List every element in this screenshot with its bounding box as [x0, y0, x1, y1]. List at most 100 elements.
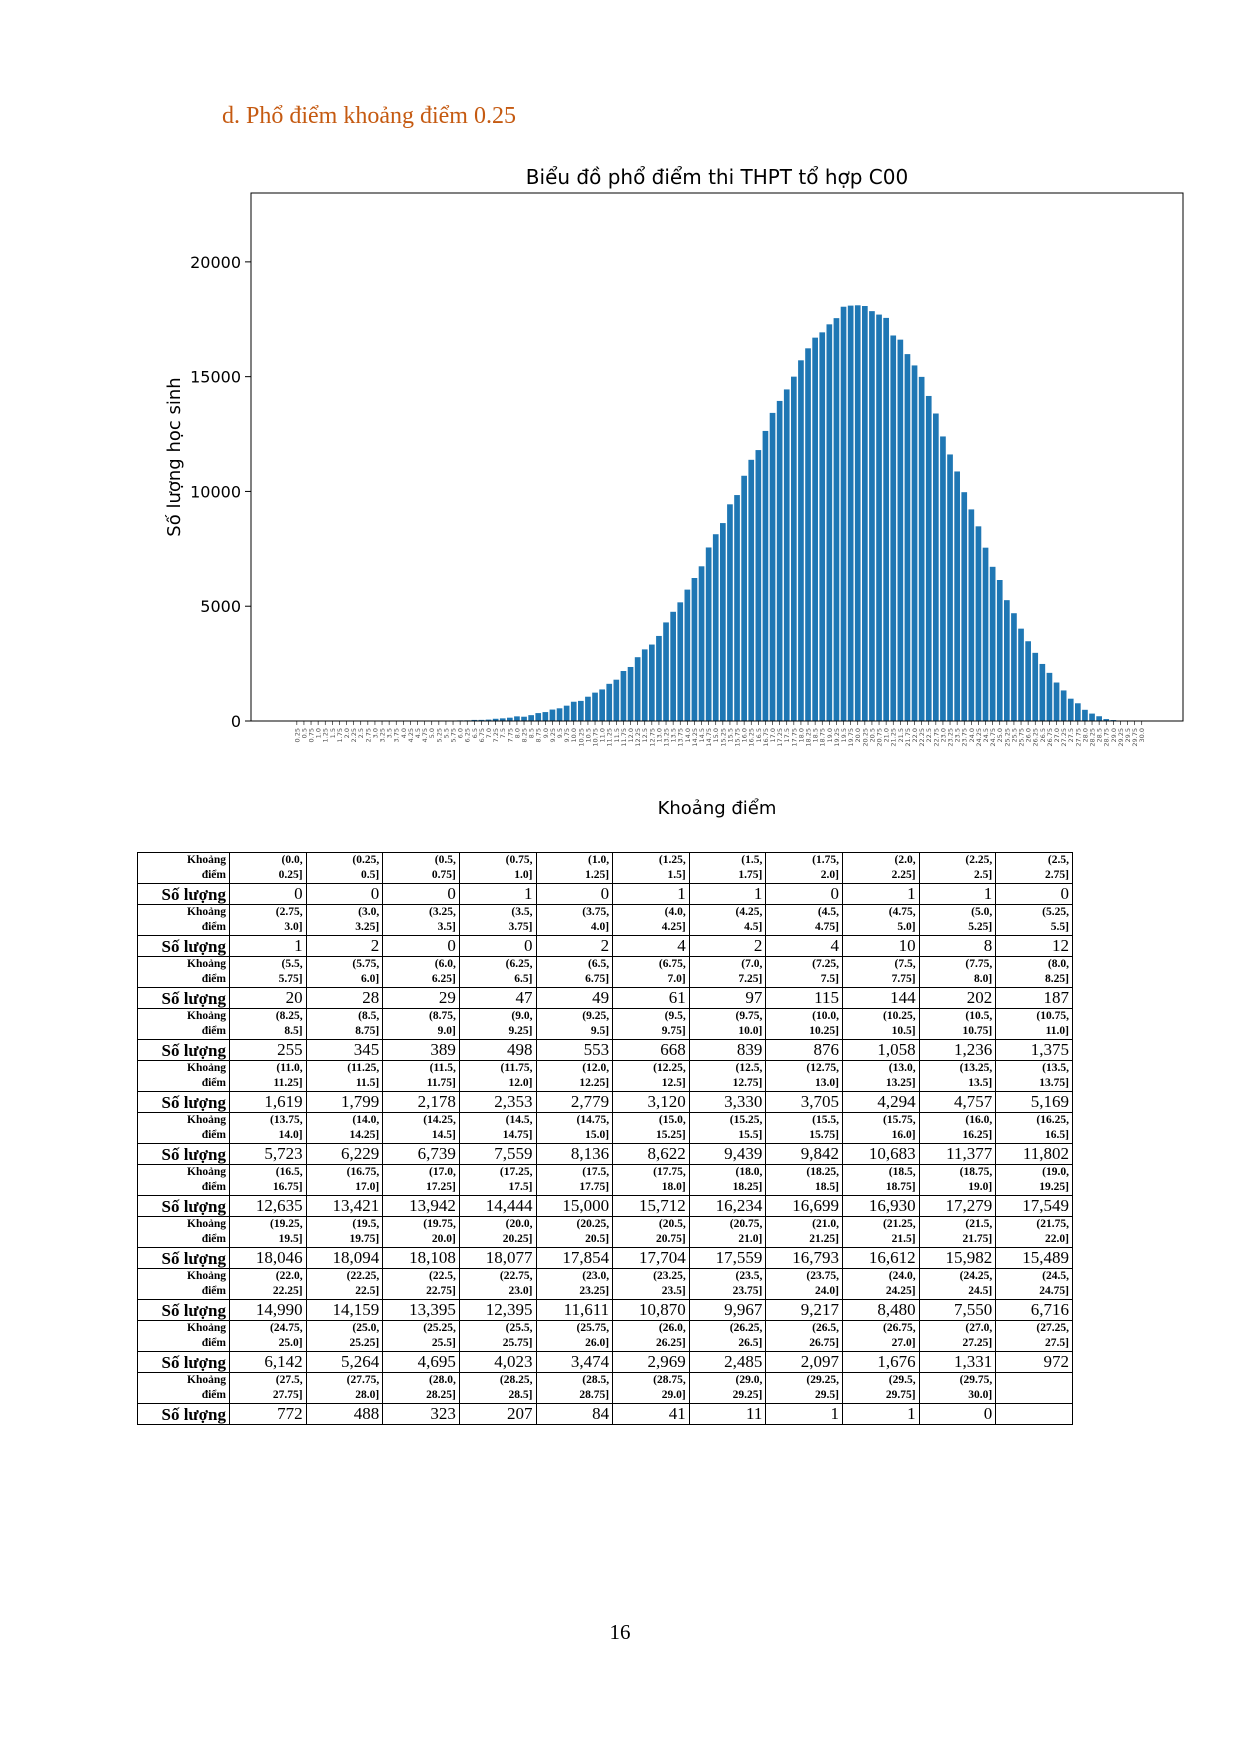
count-cell: 3,705: [765, 1091, 843, 1113]
x-tick-label: 6.5: [471, 728, 479, 738]
bar-9.0: [542, 712, 549, 721]
range-cell: (0.5, 0.75]: [382, 852, 460, 884]
table-count-row: Số lượng 14,990 14,159 13,395 12,395 11,611 10…: [137, 1299, 1073, 1321]
bar-24.5: [982, 547, 989, 721]
count-cell: 3,330: [688, 1091, 767, 1113]
range-cell: (19.25, 19.5]: [229, 1216, 307, 1248]
bar-15.0: [712, 534, 719, 721]
count-cell: 16,699: [765, 1195, 843, 1217]
table-range-row: Khoảng điểm (11.0, 11.25] (11.25, 11.5] (11…: [137, 1060, 1073, 1092]
count-cell: 6,716: [995, 1299, 1073, 1321]
x-tick-label: 1.25: [322, 728, 330, 742]
count-cell: 17,559: [688, 1247, 767, 1269]
bar-28.75: [1103, 719, 1110, 721]
range-cell: (8.0, 8.25]: [995, 956, 1073, 988]
range-cell: (6.25, 6.5]: [458, 956, 537, 988]
bars-group: [315, 305, 1138, 721]
x-tick-label: 24.0: [968, 728, 976, 742]
bar-7.0: [485, 719, 492, 721]
bar-20.25: [862, 306, 868, 721]
count-cell: 20: [229, 987, 307, 1009]
count-cell: 18,094: [305, 1247, 384, 1269]
range-cell: (20.5, 20.75]: [612, 1216, 690, 1248]
range-cell: (24.5, 24.75]: [995, 1268, 1073, 1300]
bar-28.0: [1082, 709, 1088, 721]
x-tick-label: 11.0: [599, 728, 607, 742]
range-cell: (21.5, 21.75]: [918, 1216, 997, 1248]
count-cell: 1: [918, 883, 997, 905]
bar-20.0: [854, 305, 861, 721]
section-heading: d. Phổ điểm khoảng điểm 0.25: [222, 103, 516, 129]
range-header-cell: Khoảng điểm: [137, 1008, 230, 1040]
x-tick-label: 22.75: [932, 728, 940, 747]
x-tick-label: 22.25: [918, 728, 926, 747]
range-header-cell: Khoảng điểm: [137, 904, 230, 936]
count-cell: 11: [688, 1403, 767, 1425]
range-header-cell: Khoảng điểm: [137, 1372, 230, 1404]
range-cell: (15.5, 15.75]: [765, 1112, 843, 1144]
x-tick-label: 8.5: [528, 728, 536, 738]
bar-8.5: [528, 715, 534, 721]
table-range-row: Khoảng điểm (0.0, 0.25] (0.25, 0.5] (0.5, 0…: [137, 852, 1073, 884]
count-cell: 14,990: [229, 1299, 307, 1321]
range-cell: (27.5, 27.75]: [229, 1372, 307, 1404]
count-cell: 14,444: [458, 1195, 537, 1217]
x-tick-label: 17.25: [776, 728, 784, 747]
x-tick-label: 8.0: [513, 728, 521, 738]
x-tick-label: 29.25: [1117, 728, 1125, 747]
count-cell: 4,294: [842, 1091, 920, 1113]
range-cell: (19.5, 19.75]: [305, 1216, 384, 1248]
bar-26.75: [1046, 672, 1053, 721]
range-cell: (25.75, 26.0]: [535, 1320, 614, 1352]
range-cell: (13.75, 14.0]: [229, 1112, 307, 1144]
range-cell: (0.75, 1.0]: [458, 852, 537, 884]
range-header-cell: Khoảng điểm: [137, 1268, 230, 1300]
range-cell: (17.0, 17.25]: [382, 1164, 460, 1196]
x-tick-label: 11.75: [620, 728, 628, 747]
y-tick-label: 10000: [190, 482, 241, 501]
range-cell: (12.0, 12.25]: [535, 1060, 614, 1092]
x-tick-label: 17.5: [783, 728, 791, 742]
range-cell: (29.75, 30.0]: [918, 1372, 997, 1404]
range-cell: (26.75, 27.0]: [842, 1320, 920, 1352]
count-cell: 187: [995, 987, 1073, 1009]
table-count-row: Số lượng 255 345 389 498 553 668 839 876 1,058 1,2…: [137, 1039, 1073, 1061]
count-header-cell: Số lượng: [137, 1351, 230, 1373]
x-tick-label: 12.0: [627, 728, 635, 742]
x-tick-label: 23.75: [961, 728, 969, 747]
bar-22.5: [925, 395, 932, 721]
bar-18.75: [819, 332, 826, 721]
range-cell: (22.0, 22.25]: [229, 1268, 307, 1300]
x-tick-label: 2.75: [364, 728, 372, 742]
count-cell: 12,395: [458, 1299, 537, 1321]
x-tick-label: 16.25: [748, 728, 756, 747]
bar-14.25: [691, 578, 698, 721]
count-cell: 6,142: [229, 1351, 307, 1373]
bar-9.5: [556, 708, 563, 721]
x-tick-label: 3.75: [393, 728, 401, 742]
range-cell: (23.0, 23.25]: [535, 1268, 614, 1300]
count-cell: 772: [229, 1403, 307, 1425]
range-cell: (1.5, 1.75]: [688, 852, 767, 884]
range-cell: (27.25, 27.5]: [995, 1320, 1073, 1352]
range-cell: (12.75, 13.0]: [765, 1060, 843, 1092]
bar-13.75: [677, 602, 684, 721]
range-cell: (3.0, 3.25]: [305, 904, 384, 936]
bar-16.75: [762, 430, 769, 721]
count-cell: 2: [688, 935, 767, 957]
y-tick-label: 0: [231, 712, 241, 731]
range-cell: (15.75, 16.0]: [842, 1112, 920, 1144]
range-cell: (21.25, 21.5]: [842, 1216, 920, 1248]
count-cell: 972: [995, 1351, 1073, 1373]
range-cell: (4.75, 5.0]: [842, 904, 920, 936]
range-header-cell: Khoảng điểm: [137, 956, 230, 988]
range-cell: (7.75, 8.0]: [918, 956, 997, 988]
bar-23.0: [940, 436, 946, 721]
count-cell: 4,023: [458, 1351, 537, 1373]
bar-12.25: [634, 657, 641, 721]
count-cell: 0: [918, 1403, 997, 1425]
bar-17.25: [776, 400, 783, 721]
count-cell: 6,229: [305, 1143, 384, 1165]
range-cell: [995, 1372, 1073, 1404]
x-tick-label: 25.5: [1010, 728, 1018, 742]
